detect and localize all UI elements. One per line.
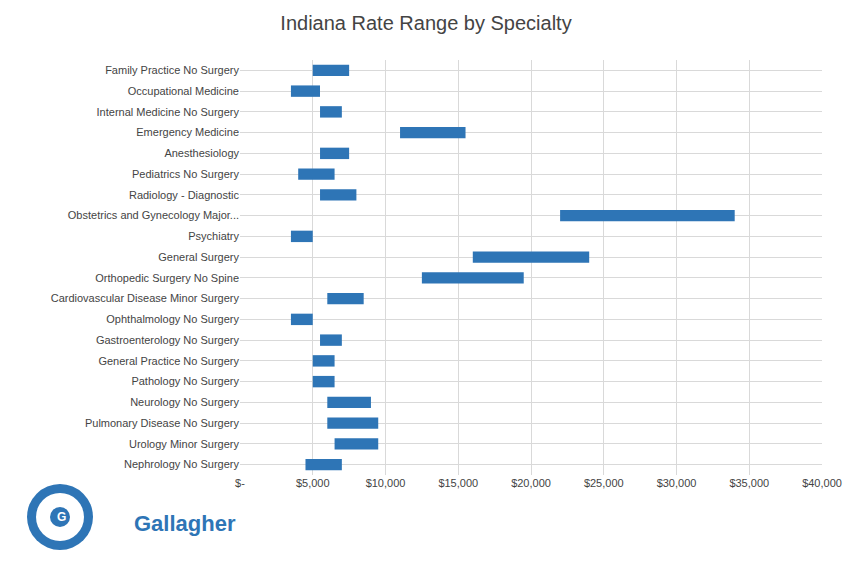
svg-text:Pathology No Surgery: Pathology No Surgery	[131, 375, 239, 387]
svg-text:Psychiatry: Psychiatry	[188, 230, 239, 242]
svg-text:$5,000: $5,000	[296, 477, 330, 489]
svg-text:G: G	[57, 510, 66, 524]
svg-text:Urology Minor Surgery: Urology Minor Surgery	[129, 438, 240, 450]
svg-text:Radiology - Diagnostic: Radiology - Diagnostic	[129, 189, 240, 201]
svg-text:Nephrology No Surgery: Nephrology No Surgery	[124, 458, 239, 470]
svg-text:Indiana Rate Range by Specialt: Indiana Rate Range by Specialty	[280, 12, 571, 34]
svg-text:Internal Medicine No Surgery: Internal Medicine No Surgery	[97, 106, 240, 118]
svg-text:$20,000: $20,000	[511, 477, 551, 489]
svg-text:Neurology No Surgery: Neurology No Surgery	[130, 396, 239, 408]
svg-text:Anesthesiology: Anesthesiology	[164, 147, 239, 159]
svg-text:Gastroenterology No Surgery: Gastroenterology No Surgery	[96, 334, 240, 346]
svg-text:$10,000: $10,000	[366, 477, 406, 489]
svg-text:Pulmonary Disease No Surgery: Pulmonary Disease No Surgery	[85, 417, 240, 429]
svg-text:$40,000: $40,000	[802, 477, 842, 489]
svg-text:Emergency Medicine: Emergency Medicine	[136, 126, 239, 138]
svg-text:Gallagher: Gallagher	[134, 511, 236, 536]
svg-text:$15,000: $15,000	[438, 477, 478, 489]
svg-text:$-: $-	[235, 477, 245, 489]
svg-text:$30,000: $30,000	[657, 477, 697, 489]
svg-text:General Practice No Surgery: General Practice No Surgery	[98, 355, 239, 367]
svg-text:Family Practice No Surgery: Family Practice No Surgery	[105, 64, 239, 76]
svg-text:Ophthalmology No Surgery: Ophthalmology No Surgery	[106, 313, 239, 325]
svg-text:$35,000: $35,000	[729, 477, 769, 489]
svg-text:Occupational Medicine: Occupational Medicine	[128, 85, 239, 97]
svg-text:Orthopedic Surgery No Spine: Orthopedic Surgery No Spine	[95, 272, 239, 284]
svg-text:General Surgery: General Surgery	[158, 251, 239, 263]
svg-text:Obstetrics and Gynecology Majo: Obstetrics and Gynecology Major...	[68, 209, 239, 221]
svg-text:Pediatrics No Surgery: Pediatrics No Surgery	[132, 168, 239, 180]
svg-text:Cardiovascular Disease Minor S: Cardiovascular Disease Minor Surgery	[51, 292, 240, 304]
svg-text:$25,000: $25,000	[584, 477, 624, 489]
